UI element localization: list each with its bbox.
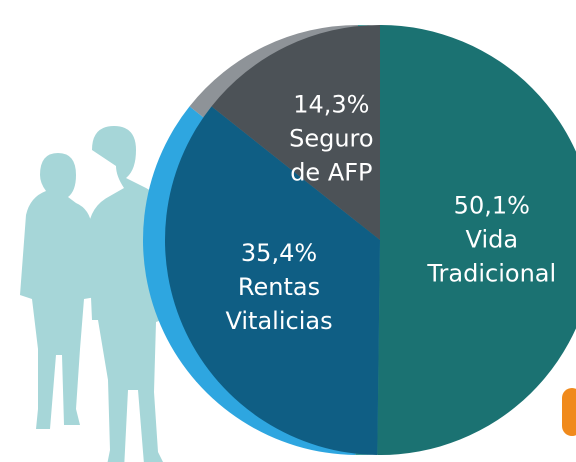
chart: 50,1% Vida Tradicional 35,4% Rentas Vitalicia… (0, 0, 576, 462)
category-line: Tradicional (426, 260, 556, 288)
decoration (562, 388, 576, 436)
pie: 50,1% Vida Tradicional 35,4% Rentas Vitalicia… (165, 25, 576, 455)
category-line: de AFP (290, 158, 372, 186)
value-label: 50,1% (454, 192, 530, 220)
people-silhouette (20, 126, 168, 462)
category-line: Vida (466, 226, 519, 254)
value-label: 35,4% (241, 239, 317, 267)
category-line: Vitalicias (225, 307, 332, 335)
value-label: 14,3% (293, 90, 369, 118)
category-line: Rentas (238, 273, 320, 301)
category-line: Seguro (289, 124, 373, 152)
